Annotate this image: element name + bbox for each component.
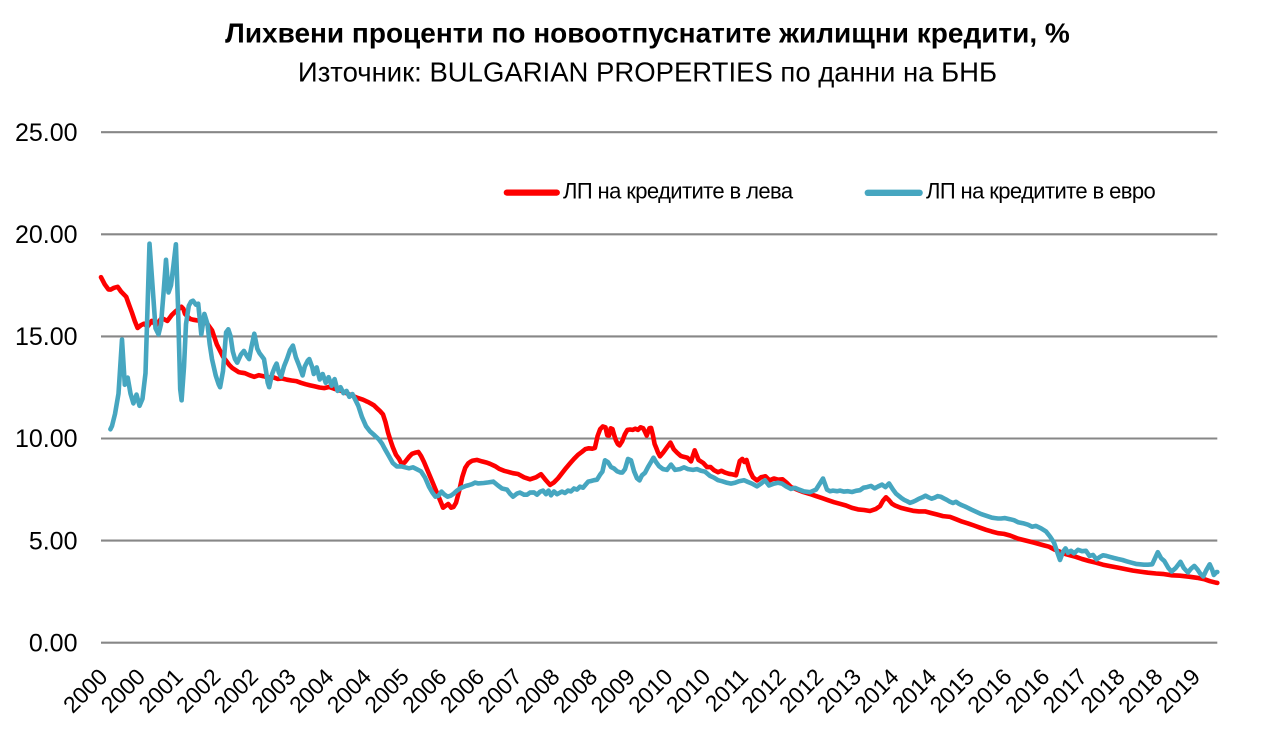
svg-text:Източник: BULGARIAN PROPERTIES: Източник: BULGARIAN PROPERTIES по данни …	[298, 57, 997, 88]
svg-text:Лихвени проценти по новоотпусн: Лихвени проценти по новоотпуснатите жили…	[225, 17, 1070, 48]
svg-text:10.00: 10.00	[15, 425, 78, 453]
svg-text:ЛП на кредитите в лева: ЛП на кредитите в лева	[563, 178, 794, 203]
svg-text:5.00: 5.00	[29, 527, 78, 555]
svg-text:0.00: 0.00	[29, 629, 78, 657]
svg-text:20.00: 20.00	[15, 221, 78, 249]
svg-text:25.00: 25.00	[15, 119, 78, 147]
svg-text:ЛП на кредитите в евро: ЛП на кредитите в евро	[926, 178, 1155, 203]
svg-text:15.00: 15.00	[15, 323, 78, 351]
